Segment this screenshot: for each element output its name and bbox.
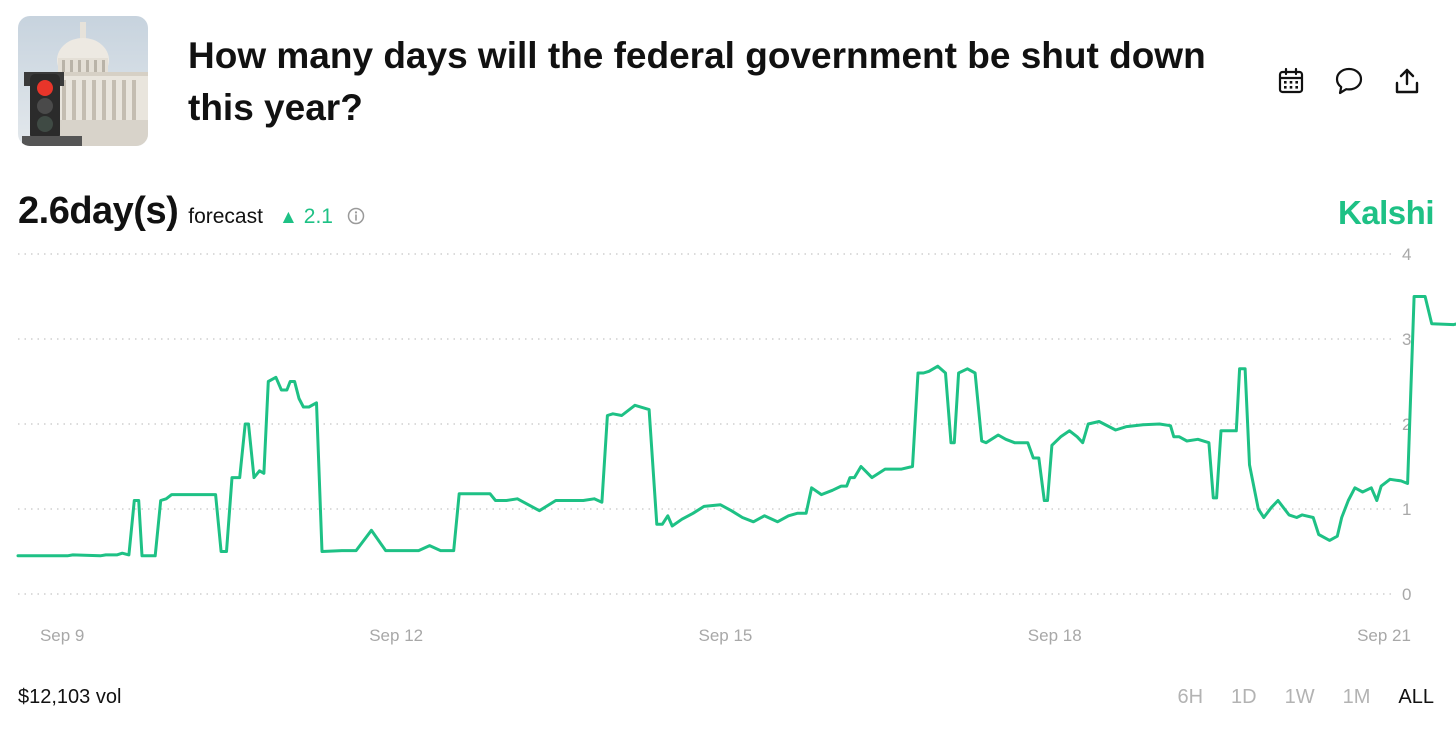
comment-icon: [1335, 67, 1363, 95]
forecast-chart: 0 1 2 3 4 Sep 9 Sep 12 Sep 15 Sep 18 Sep 21: [16, 245, 1456, 645]
forecast-summary: 2.6day(s) forecast ▲ 2.1: [18, 190, 365, 238]
forecast-change-value: 2.1: [303, 205, 333, 228]
range-all[interactable]: ALL: [1398, 686, 1434, 708]
range-6h[interactable]: 6H: [1177, 686, 1204, 708]
range-1w[interactable]: 1W: [1284, 686, 1315, 708]
calendar-icon: [1278, 67, 1304, 94]
forecast-label: forecast: [188, 205, 263, 228]
forecast-line: [16, 295, 1456, 558]
x-tick-label: Sep 12: [369, 626, 423, 645]
x-tick-label: Sep 15: [699, 626, 753, 645]
share-button[interactable]: [1390, 64, 1424, 98]
y-tick-label: 1: [1402, 500, 1411, 519]
time-range-selector: 6H 1D 1W 1M ALL: [1177, 686, 1434, 709]
info-icon[interactable]: [347, 207, 365, 225]
x-tick-label: Sep 9: [40, 626, 84, 645]
y-axis-ticks: 0 1 2 3 4: [1402, 245, 1411, 604]
comment-button[interactable]: [1332, 64, 1366, 98]
range-1m[interactable]: 1M: [1342, 686, 1371, 708]
y-tick-label: 3: [1402, 330, 1411, 349]
x-tick-label: Sep 18: [1028, 626, 1082, 645]
x-axis-ticks: Sep 9 Sep 12 Sep 15 Sep 18 Sep 21: [40, 626, 1411, 645]
header-actions: [1274, 64, 1424, 98]
brand-logo[interactable]: Kalshi: [1337, 194, 1435, 231]
y-tick-label: 0: [1402, 585, 1411, 604]
y-tick-label: 4: [1402, 245, 1411, 264]
market-thumbnail: [18, 16, 148, 146]
forecast-value: 2.6day(s): [18, 190, 179, 232]
range-1d[interactable]: 1D: [1231, 686, 1257, 708]
x-tick-label: Sep 21: [1357, 626, 1411, 645]
capitol-thumbnail: [18, 16, 148, 146]
share-icon: [1395, 68, 1419, 94]
chart-gridlines: [18, 253, 1396, 595]
forecast-change: ▲ 2.1: [279, 205, 333, 229]
y-tick-label: 2: [1402, 415, 1411, 434]
market-title: How many days will the federal governmen…: [188, 35, 1206, 128]
up-triangle-icon: ▲: [278, 207, 298, 228]
calendar-button[interactable]: [1274, 64, 1308, 98]
volume-label: $12,103 vol: [18, 686, 122, 708]
